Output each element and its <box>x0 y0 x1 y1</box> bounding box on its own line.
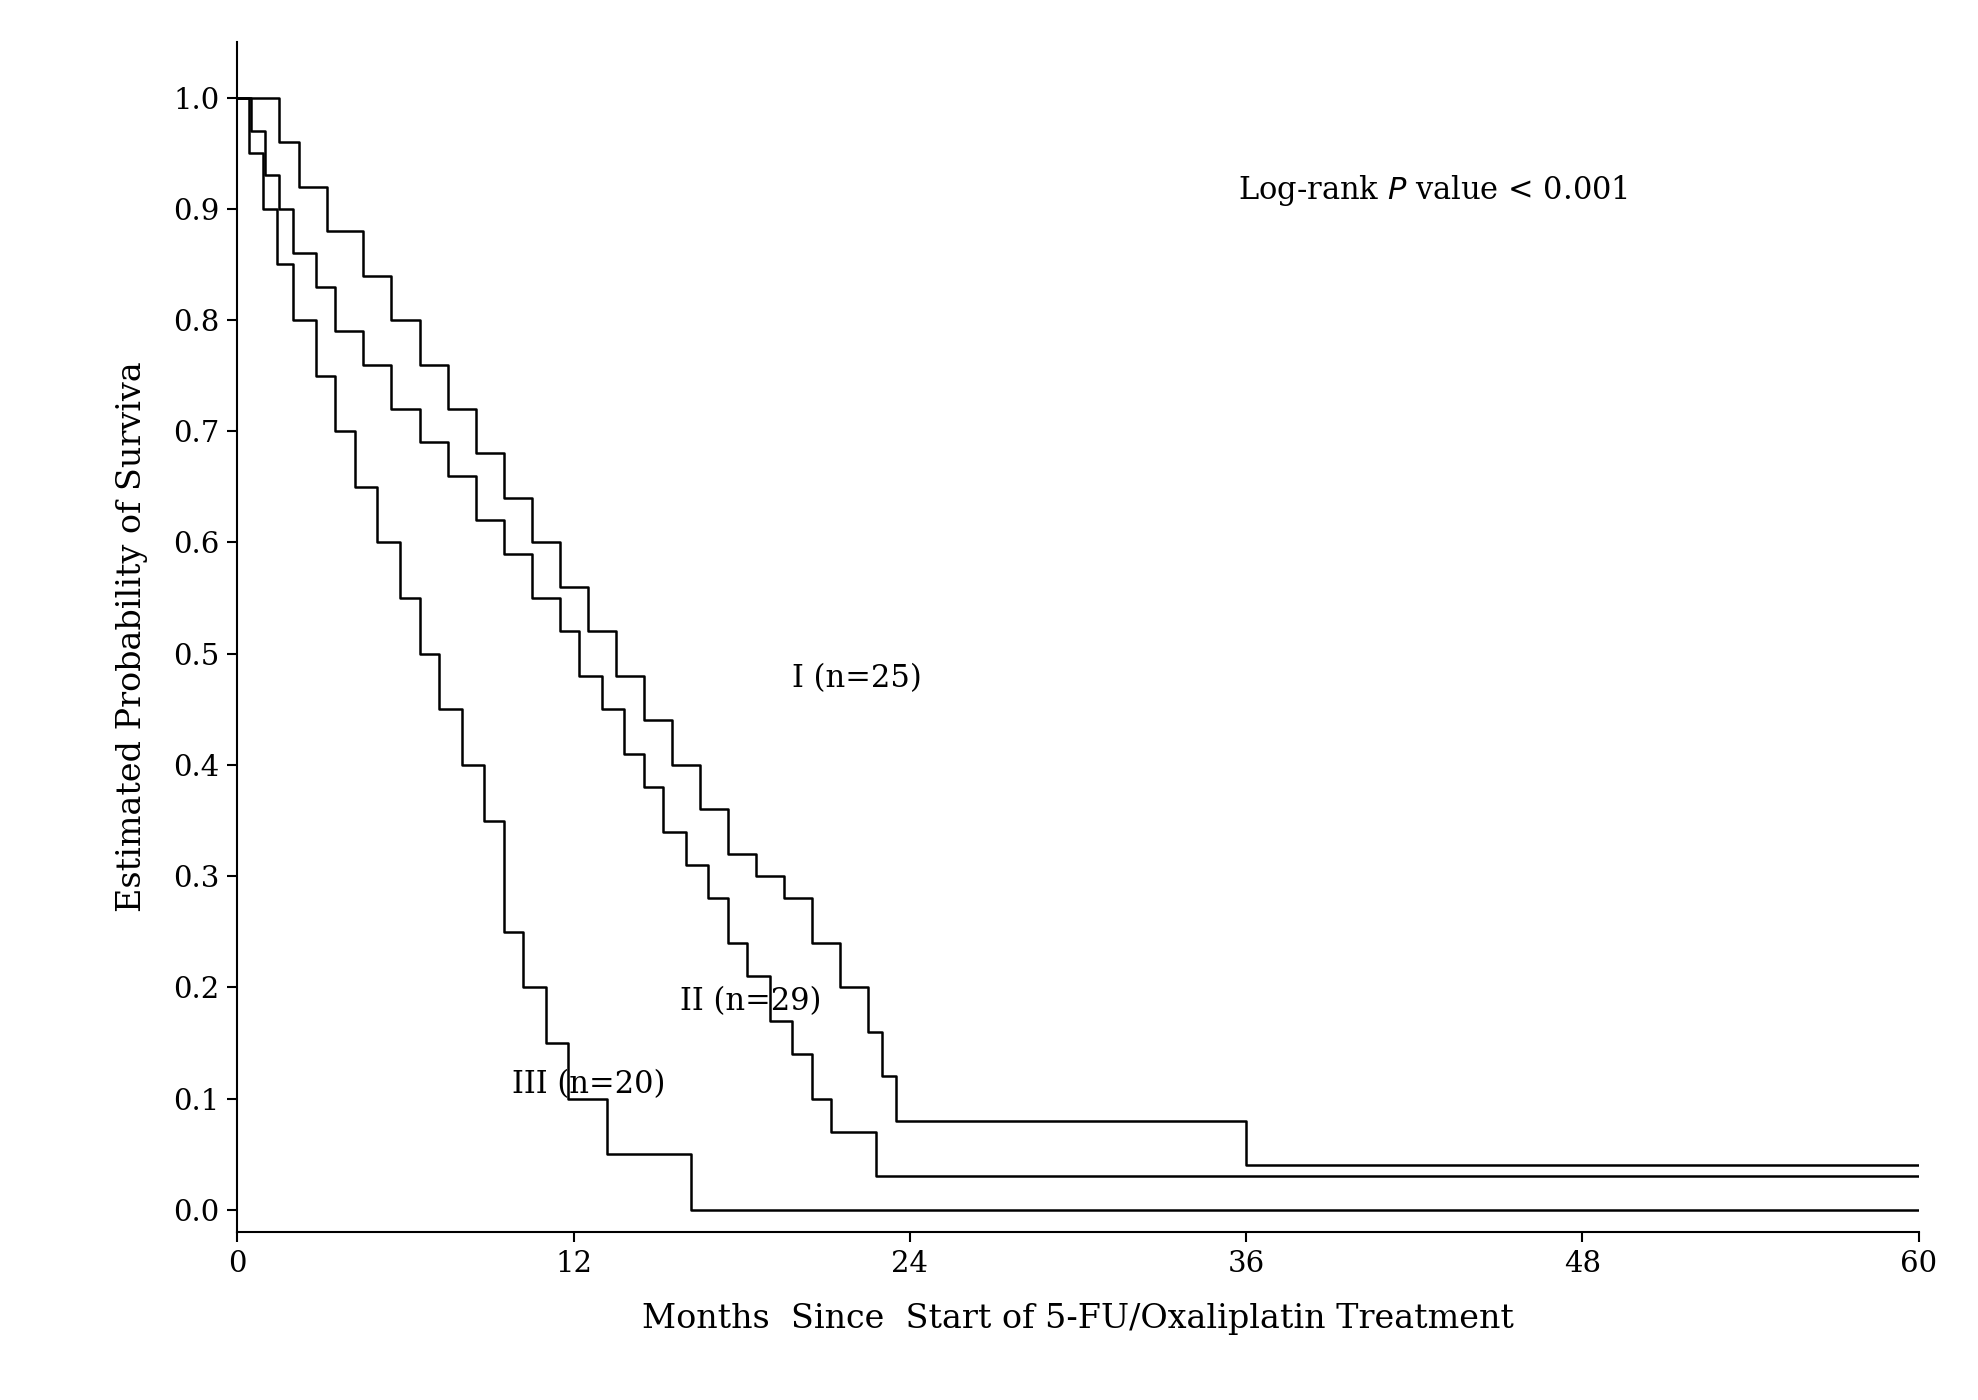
Text: III (n=20): III (n=20) <box>512 1070 665 1100</box>
Text: I (n=25): I (n=25) <box>791 664 922 694</box>
Text: Log-rank $\mathit{P}$ value < 0.001: Log-rank $\mathit{P}$ value < 0.001 <box>1238 174 1628 209</box>
X-axis label: Months  Since  Start of 5-FU/Oxaliplatin Treatment: Months Since Start of 5-FU/Oxaliplatin T… <box>643 1303 1513 1336</box>
Y-axis label: Estimated Probability of Surviva: Estimated Probability of Surviva <box>117 361 148 913</box>
Text: II (n=29): II (n=29) <box>680 986 821 1016</box>
